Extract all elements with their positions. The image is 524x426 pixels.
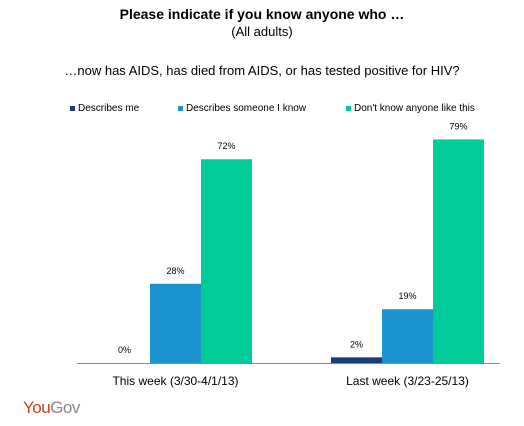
chart-title: Please indicate if you know anyone who … <box>119 6 405 22</box>
data-label: 0% <box>118 345 131 355</box>
x-tick-label: Last week (3/23-25/13) <box>346 374 469 388</box>
x-tick-label: This week (3/30-4/1/13) <box>112 374 238 388</box>
logo-text-you: You <box>23 398 51 417</box>
logo-text-gov: Gov <box>50 398 80 417</box>
legend-item-describes-me: Describes me <box>70 103 139 114</box>
legend-label: Describes someone I know <box>186 103 307 114</box>
bar <box>331 357 382 363</box>
chart-subtitle: (All adults) <box>231 24 293 39</box>
legend-swatch <box>346 106 351 111</box>
yougov-logo: YouGov <box>23 398 80 418</box>
legend-label: Don't know anyone like this <box>354 103 475 114</box>
legend-swatch <box>178 106 183 111</box>
legend-label: Describes me <box>78 103 140 114</box>
bar <box>433 139 484 363</box>
legend-swatch <box>70 106 75 111</box>
bar <box>201 159 252 363</box>
data-label: 79% <box>449 121 467 131</box>
legend-item-describes-someone: Describes someone I know <box>178 103 306 114</box>
legend-item-dont-know: Don't know anyone like this <box>346 103 475 114</box>
bar <box>150 283 201 363</box>
data-label: 2% <box>350 339 363 349</box>
question-text: …now has AIDS, has died from AIDS, or ha… <box>64 63 460 78</box>
data-label: 28% <box>166 266 184 276</box>
data-label: 19% <box>398 291 416 301</box>
data-label: 72% <box>217 141 235 151</box>
bar <box>382 309 433 363</box>
